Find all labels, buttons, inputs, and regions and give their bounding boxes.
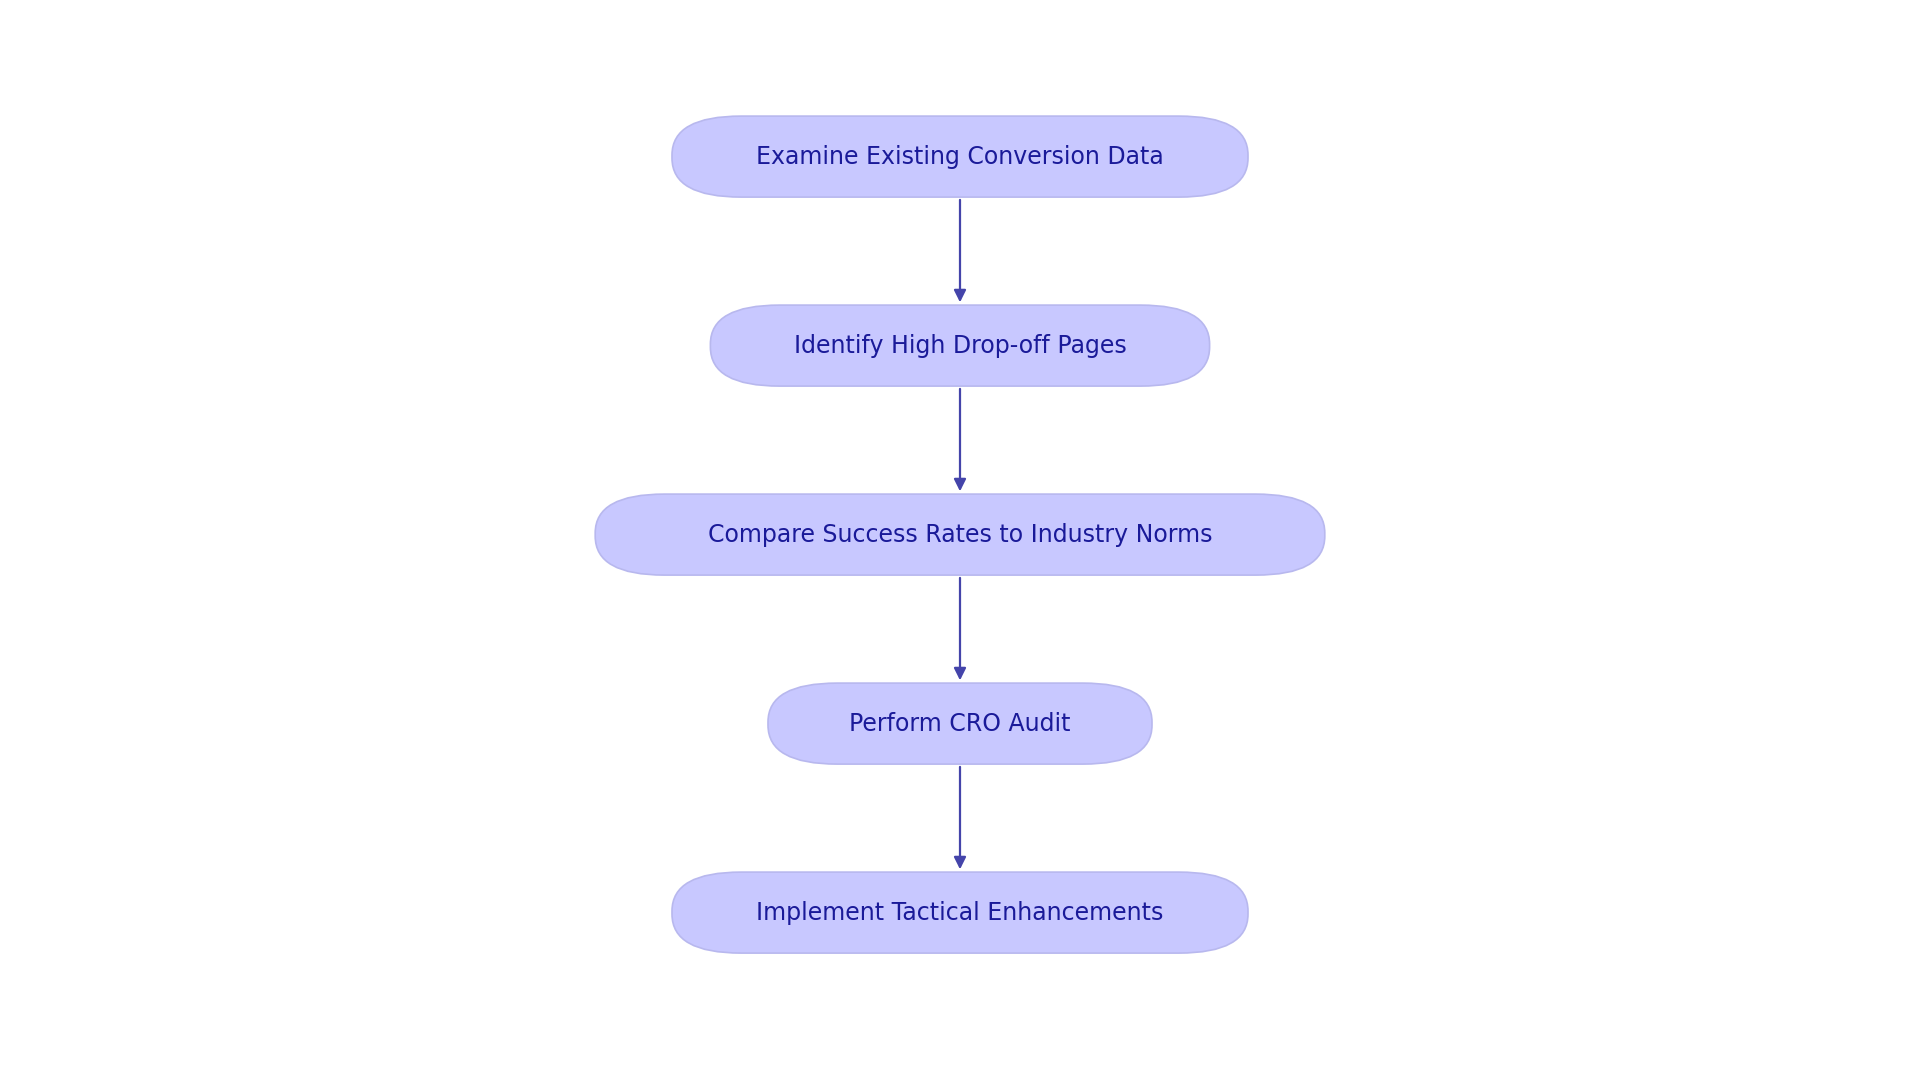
Text: Implement Tactical Enhancements: Implement Tactical Enhancements (756, 901, 1164, 924)
Text: Identify High Drop-off Pages: Identify High Drop-off Pages (793, 334, 1127, 357)
Text: Perform CRO Audit: Perform CRO Audit (849, 712, 1071, 735)
FancyBboxPatch shape (768, 683, 1152, 765)
FancyBboxPatch shape (672, 117, 1248, 197)
FancyBboxPatch shape (595, 495, 1325, 575)
Text: Examine Existing Conversion Data: Examine Existing Conversion Data (756, 145, 1164, 168)
FancyBboxPatch shape (672, 873, 1248, 954)
Text: Compare Success Rates to Industry Norms: Compare Success Rates to Industry Norms (708, 523, 1212, 546)
FancyBboxPatch shape (710, 305, 1210, 386)
